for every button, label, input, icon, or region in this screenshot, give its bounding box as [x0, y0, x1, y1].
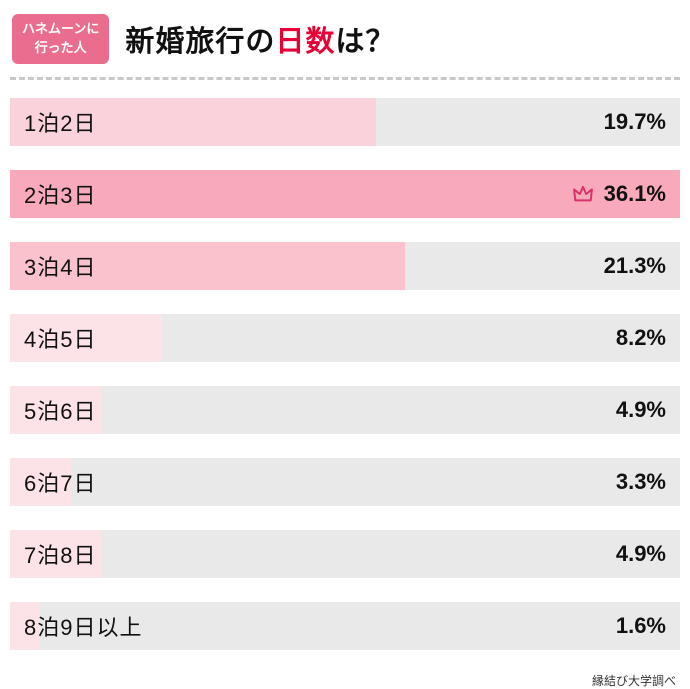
bar-fill — [10, 169, 680, 218]
bar-row-5nights6days: 5泊6日 4.9% — [10, 385, 680, 434]
bar-row-3nights4days: 3泊4日 21.3% — [10, 241, 680, 290]
category-label: 7泊8日 — [24, 542, 97, 568]
value-label: 4.9% — [615, 540, 666, 566]
bar-fill — [10, 601, 40, 650]
value-label: 4.9% — [615, 396, 666, 422]
category-label: 4泊5日 — [24, 326, 97, 352]
category-label: 6泊7日 — [24, 470, 97, 496]
value-label: 8.2% — [615, 324, 666, 350]
category-label: 2泊3日 — [24, 182, 97, 208]
bar-row-6nights7days: 6泊7日 3.3% — [10, 457, 680, 506]
chart-header: ハネムーンに 行った人 新婚旅行の日数は？ — [10, 14, 680, 64]
bar-row-1night2days: 1泊2日 19.7% — [10, 97, 680, 146]
bar-row-7nights8days: 7泊8日 4.9% — [10, 529, 680, 578]
title-prefix: 新婚旅行の — [125, 25, 276, 58]
bar-fill — [10, 385, 101, 434]
bar-row-2nights3days: 2泊3日 36.1% — [10, 169, 680, 218]
audience-badge: ハネムーンに 行った人 — [12, 14, 110, 64]
bar-fill — [10, 313, 163, 362]
page-title: 新婚旅行の日数は？ — [125, 18, 395, 60]
crown-icon — [571, 184, 595, 204]
title-suffix: は？ — [335, 25, 396, 58]
category-label: 3泊4日 — [24, 254, 97, 280]
chart-footer: 縁結び大学調べ — [10, 672, 680, 689]
value-label: 36.1% — [603, 180, 666, 206]
bar-fill — [10, 97, 376, 146]
bar-row-8nights9days-plus: 8泊9日以上 1.6% — [10, 601, 680, 650]
bar-fill — [10, 529, 101, 578]
category-label: 8泊9日以上 — [24, 614, 143, 640]
category-label: 5泊6日 — [24, 398, 97, 424]
value-label: 3.3% — [615, 468, 666, 494]
title-highlight: 日数 — [275, 25, 336, 58]
bar-fill — [10, 241, 406, 290]
category-label: 1泊2日 — [24, 110, 97, 136]
bar-row-4nights5days: 4泊5日 8.2% — [10, 313, 680, 362]
audience-badge-line1: ハネムーンに — [22, 21, 100, 36]
value-label: 21.3% — [603, 252, 666, 278]
value-label: 19.7% — [603, 108, 666, 134]
value-label: 1.6% — [615, 612, 666, 638]
dashed-divider — [10, 76, 680, 80]
bar-fill — [10, 457, 72, 506]
source-credit: 縁結び大学調べ — [591, 673, 676, 688]
bar-chart: 1泊2日 19.7% 2泊3日 36.1% 3泊4日 21.3% 4泊5日 — [10, 97, 680, 650]
audience-badge-line2: 行った人 — [34, 39, 87, 55]
